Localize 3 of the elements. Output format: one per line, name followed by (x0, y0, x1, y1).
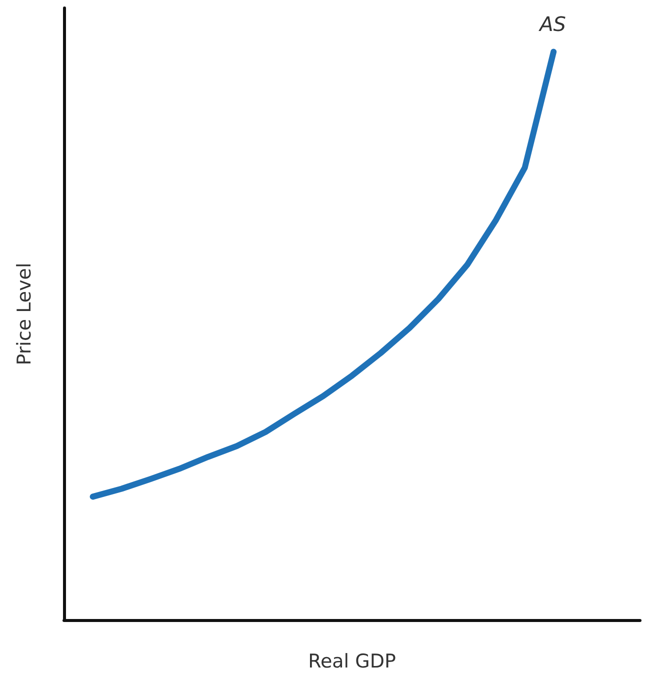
x-axis-title: Real GDP (308, 650, 396, 672)
series-label: AS (538, 12, 566, 36)
y-axis-title: Price Level (14, 262, 36, 366)
